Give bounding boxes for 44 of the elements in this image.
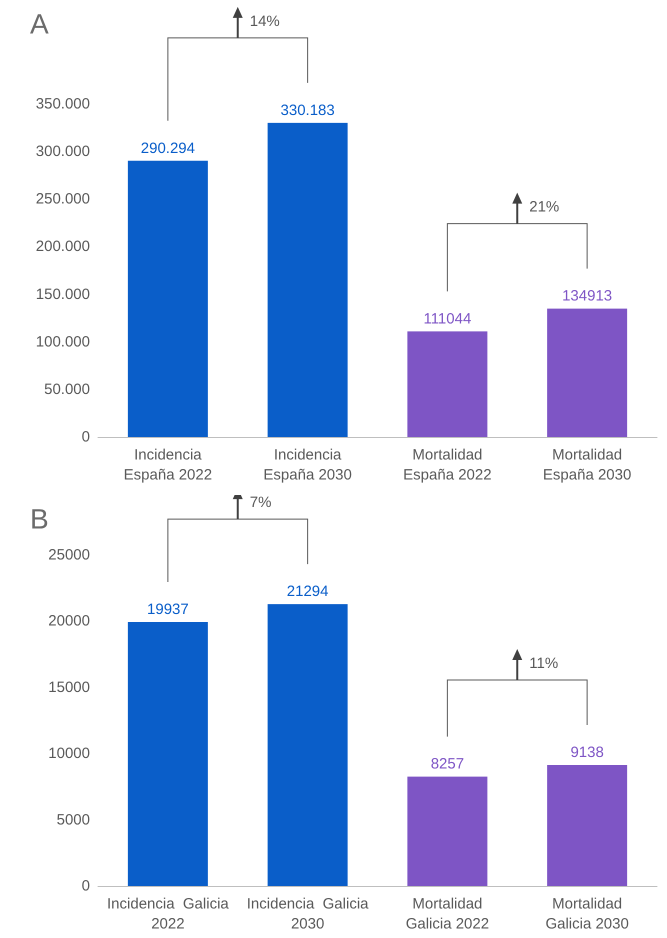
y-tick-label: 15000	[48, 678, 90, 696]
chart-title: B	[30, 504, 49, 534]
y-tick-label: 5000	[56, 811, 90, 828]
y-tick-label: 20000	[48, 612, 90, 630]
x-tick-label: Incidencia Galicia 2022	[107, 896, 230, 932]
x-tick-label: Mortalidad España 2022	[403, 446, 492, 484]
data-label: 9138	[570, 744, 604, 762]
data-label: 21294	[286, 583, 328, 600]
annotation: 21%	[529, 198, 560, 216]
x-tick-label: Mortalidad España 2030	[542, 446, 632, 484]
y-tick-label: 100.000	[36, 333, 90, 350]
data-label: 111044	[423, 310, 472, 328]
y-tick-label: 200.000	[36, 238, 90, 256]
bar	[407, 331, 488, 437]
bar	[128, 160, 208, 437]
y-tick-label: 0	[82, 878, 90, 894]
bar	[128, 622, 208, 886]
bar	[547, 765, 628, 886]
y-tick-label: 250.000	[36, 190, 90, 208]
y-tick-label: 150.000	[36, 286, 90, 303]
annotation: 11%	[529, 655, 558, 672]
y-tick-label: 10000	[48, 745, 90, 762]
data-label: 19937	[147, 601, 189, 618]
x-tick-label: Incidencia Galicia 2030	[246, 896, 370, 932]
y-tick-label: 50.000	[44, 380, 90, 398]
text: 7%	[250, 494, 272, 512]
y-tick-label: 350.000	[36, 96, 90, 112]
data-label: 8257	[430, 756, 464, 773]
bar	[268, 604, 348, 886]
bar	[547, 308, 628, 437]
data-label: 134913	[562, 288, 612, 305]
bar	[268, 122, 348, 437]
x-tick-label: Incidencia España 2022	[124, 446, 212, 484]
chart-title: A	[30, 8, 49, 40]
text: 14%	[250, 12, 280, 30]
x-tick-label: Mortalidad Galicia 2022	[406, 896, 490, 932]
y-tick-label: 25000	[48, 546, 90, 564]
data-label: 290.294	[140, 140, 195, 157]
y-tick-label: 0	[82, 428, 90, 446]
x-tick-label: Mortalidad Galicia 2030	[545, 896, 629, 932]
bar	[407, 776, 488, 886]
y-tick-label: 300.000	[36, 143, 90, 160]
data-label: 330.183	[280, 102, 335, 119]
x-tick-label: Incidencia España 2030	[263, 446, 352, 484]
